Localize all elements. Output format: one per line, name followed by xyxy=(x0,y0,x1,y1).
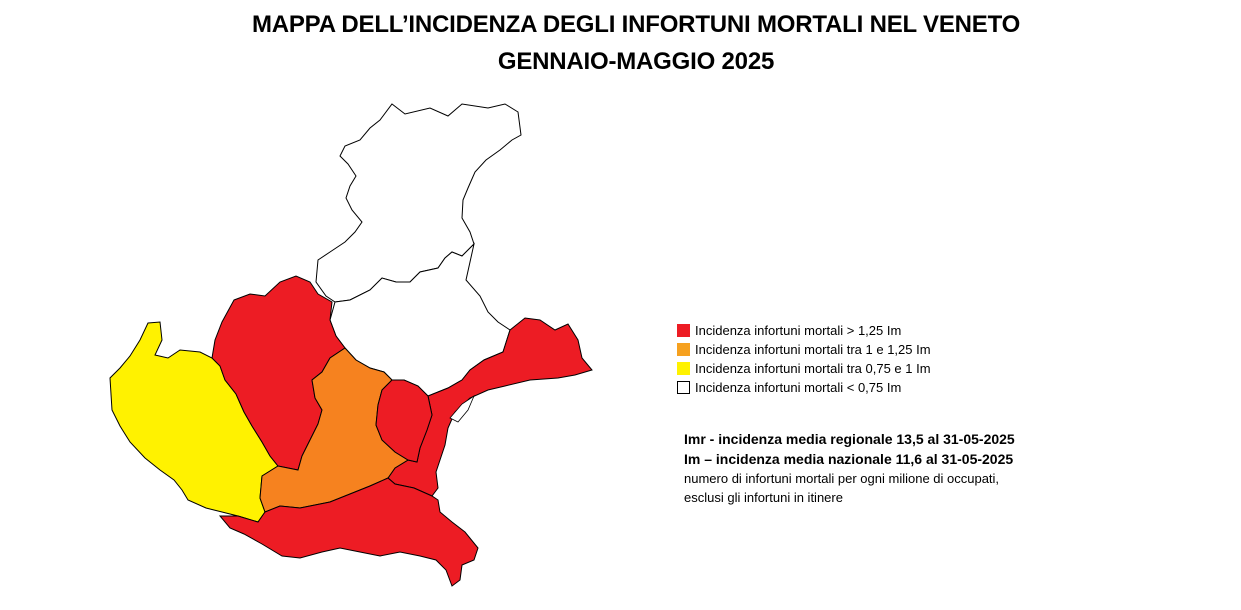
title-line-2: GENNAIO-MAGGIO 2025 xyxy=(497,48,775,75)
legend-label: Incidenza infortuni mortali > 1,25 Im xyxy=(695,323,902,338)
legend-item: Incidenza infortuni mortali tra 1 e 1,25… xyxy=(677,340,931,359)
note-imr: Imr - incidenza media regionale 13,5 al … xyxy=(684,431,1015,447)
map-legend: Incidenza infortuni mortali > 1,25 Im In… xyxy=(677,321,931,397)
title-line-1: MAPPA DELL’INCIDENZA DEGLI INFORTUNI MOR… xyxy=(251,11,1021,38)
legend-swatch-yellow xyxy=(677,362,690,375)
province-treviso-south xyxy=(375,379,433,463)
map-notes: Imr - incidenza media regionale 13,5 al … xyxy=(684,429,1015,507)
legend-label: Incidenza infortuni mortali < 0,75 Im xyxy=(695,380,902,395)
legend-item: Incidenza infortuni mortali < 0,75 Im xyxy=(677,378,931,397)
note-desc-1: numero di infortuni mortali per ogni mil… xyxy=(684,471,1000,486)
map-title: MAPPA DELL’INCIDENZA DEGLI INFORTUNI MOR… xyxy=(0,6,1241,80)
note-desc-2: esclusi gli infortuni in itinere xyxy=(684,490,843,505)
legend-swatch-white xyxy=(677,381,690,394)
legend-item: Incidenza infortuni mortali tra 0,75 e 1… xyxy=(677,359,931,378)
province-rovigo xyxy=(218,477,479,587)
legend-label: Incidenza infortuni mortali tra 0,75 e 1… xyxy=(695,361,931,376)
legend-item: Incidenza infortuni mortali > 1,25 Im xyxy=(677,321,931,340)
legend-swatch-orange xyxy=(677,343,690,356)
legend-label: Incidenza infortuni mortali tra 1 e 1,25… xyxy=(695,342,931,357)
province-belluno xyxy=(315,103,522,303)
legend-swatch-red xyxy=(677,324,690,337)
lagoon-island xyxy=(449,394,475,423)
note-im: Im – incidenza media nazionale 11,6 al 3… xyxy=(684,451,1014,467)
